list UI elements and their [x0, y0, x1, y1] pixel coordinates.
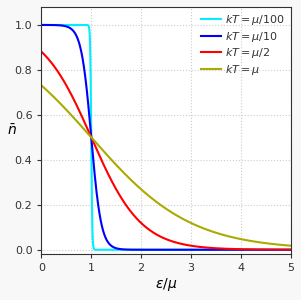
- $kT=\mu/100$: [52, 23, 56, 27]
- Line: $kT=\mu/100$: $kT=\mu/100$: [42, 25, 290, 250]
- $kT=\mu/10$: [40, 23, 43, 27]
- $kT=\mu/10$: [224, 248, 228, 252]
- $kT=\mu/2$: [289, 248, 292, 251]
- $kT=\mu$: [130, 179, 133, 182]
- Line: $kT=\mu$: $kT=\mu$: [42, 85, 290, 246]
- $kT=\mu/10$: [237, 248, 241, 252]
- $kT=\mu$: [198, 225, 201, 229]
- $kT=\mu/100$: [289, 248, 292, 252]
- Line: $kT=\mu/10$: $kT=\mu/10$: [42, 25, 290, 250]
- $kT=\mu$: [224, 234, 228, 238]
- $kT=\mu/10$: [187, 248, 191, 252]
- $kT=\mu/2$: [52, 64, 56, 68]
- Y-axis label: $\bar{n}$: $\bar{n}$: [7, 123, 17, 138]
- $kT=\mu/100$: [130, 248, 133, 252]
- $kT=\mu/2$: [198, 245, 201, 249]
- $kT=\mu/100$: [198, 248, 201, 252]
- $kT=\mu/10$: [198, 248, 201, 252]
- $kT=\mu/10$: [289, 248, 292, 252]
- $kT=\mu/2$: [237, 248, 241, 251]
- $kT=\mu/100$: [187, 248, 191, 252]
- $kT=\mu/2$: [187, 244, 191, 247]
- $kT=\mu/10$: [52, 23, 56, 27]
- $kT=\mu$: [52, 95, 56, 99]
- $kT=\mu$: [187, 220, 191, 224]
- $kT=\mu/2$: [224, 247, 228, 250]
- $kT=\mu/100$: [237, 248, 241, 252]
- Line: $kT=\mu/2$: $kT=\mu/2$: [42, 52, 290, 250]
- $kT=\mu/2$: [130, 211, 133, 214]
- $kT=\mu/100$: [40, 23, 43, 27]
- $kT=\mu/100$: [224, 248, 228, 252]
- $kT=\mu$: [40, 84, 43, 87]
- Legend: $kT=\mu/100$, $kT=\mu/10$, $kT=\mu/2$, $kT=\mu$: $kT=\mu/100$, $kT=\mu/10$, $kT=\mu/2$, $…: [199, 11, 287, 79]
- $kT=\mu/2$: [40, 50, 43, 53]
- $kT=\mu$: [289, 244, 292, 247]
- X-axis label: $\epsilon/\mu$: $\epsilon/\mu$: [155, 276, 177, 293]
- $kT=\mu/10$: [130, 248, 133, 251]
- $kT=\mu$: [237, 237, 241, 241]
